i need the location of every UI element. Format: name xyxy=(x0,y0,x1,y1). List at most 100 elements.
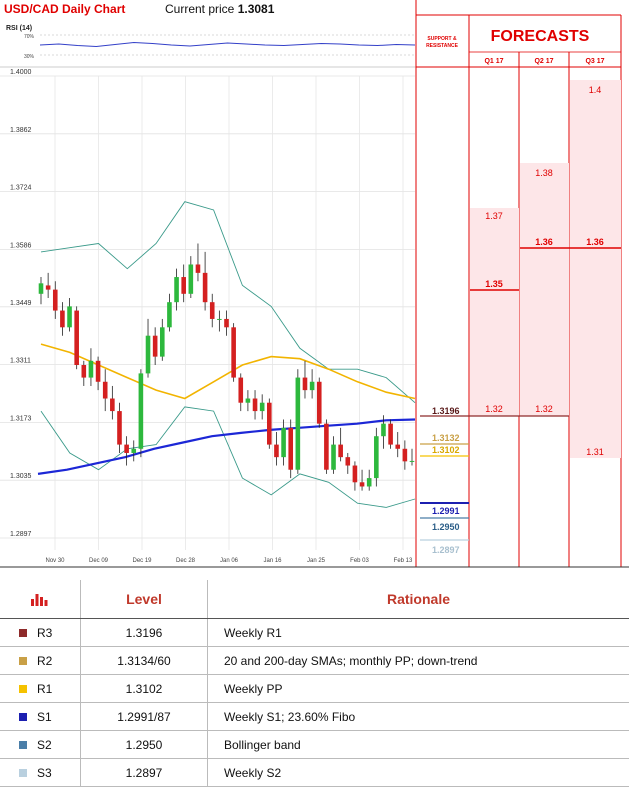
candle-down xyxy=(53,290,58,311)
candle-up xyxy=(89,361,94,378)
level-color-swatch xyxy=(19,741,27,749)
candle-up xyxy=(281,428,286,457)
level-name: R3 xyxy=(37,626,52,640)
candle-down xyxy=(46,285,51,289)
candle-down xyxy=(103,382,108,399)
level-value: 1.3134/60 xyxy=(81,647,208,675)
candle-up xyxy=(381,424,386,437)
candle-up xyxy=(160,327,165,356)
y-tick-label: 1.3724 xyxy=(10,185,32,192)
x-tick-label: Dec 19 xyxy=(132,558,152,564)
table-header-row: Level Rationale xyxy=(0,580,629,619)
sr-r2: 1.3132 xyxy=(432,433,460,443)
candle-up xyxy=(217,319,222,320)
level-value: 1.2897 xyxy=(81,759,208,787)
candle-down xyxy=(117,411,122,445)
level-name-cell: R1 xyxy=(0,675,81,703)
level-rationale: Weekly PP xyxy=(208,675,629,703)
x-tick-label: Jan 06 xyxy=(220,558,239,564)
candle-up xyxy=(410,461,415,462)
level-color-swatch xyxy=(19,713,27,721)
candle-down xyxy=(60,311,65,328)
header-level: Level xyxy=(81,580,208,619)
level-name-cell: S1 xyxy=(0,703,81,731)
candle-up xyxy=(374,436,379,478)
forecast-fill-q3 xyxy=(570,80,621,458)
candle-up xyxy=(139,373,144,448)
y-tick-label: 1.2897 xyxy=(10,531,32,538)
forecast-q2-mid: 1.36 xyxy=(535,237,553,247)
candle-down xyxy=(324,424,329,470)
candle-down xyxy=(338,445,343,458)
candle-up xyxy=(39,283,44,293)
forecasts-header: SUPPORT &RESISTANCE FORECASTS Q1 17 Q2 1… xyxy=(426,28,605,65)
level-name: S1 xyxy=(37,710,52,724)
level-rationale: Weekly S2 xyxy=(208,759,629,787)
forecast-fill-q2 xyxy=(520,163,569,416)
candle-down xyxy=(345,457,350,465)
forecast-q1-mid: 1.35 xyxy=(485,279,503,289)
candle-down xyxy=(388,424,393,445)
level-name: R2 xyxy=(37,654,52,668)
level-rationale: 20 and 200-day SMAs; monthly PP; down-tr… xyxy=(208,647,629,675)
candle-down xyxy=(82,365,87,378)
level-name-cell: S3 xyxy=(0,759,81,787)
forecast-q1-high: 1.37 xyxy=(485,211,503,221)
forecast-col-q3: Q3 17 xyxy=(585,58,604,65)
level-color-swatch xyxy=(19,685,27,693)
y-tick-label: 1.4000 xyxy=(10,69,32,76)
level-rationale: Weekly S1; 23.60% Fibo xyxy=(208,703,629,731)
candle-down xyxy=(181,277,186,294)
y-tick-label: 1.3311 xyxy=(10,358,31,365)
candle-down xyxy=(274,445,279,458)
candle-up xyxy=(174,277,179,302)
candle-up xyxy=(67,306,72,327)
candle-up xyxy=(189,264,194,293)
level-color-swatch xyxy=(19,629,27,637)
candle-up xyxy=(331,445,336,470)
candle-down xyxy=(353,466,358,483)
level-value: 1.3196 xyxy=(81,619,208,647)
sr-s1: 1.2991 xyxy=(432,506,460,516)
y-tick-label: 1.3035 xyxy=(10,473,32,480)
y-tick-label: 1.3586 xyxy=(10,242,32,249)
forecast-col-q1: Q1 17 xyxy=(484,58,503,65)
level-rationale: Weekly R1 xyxy=(208,619,629,647)
forecast-q1-low: 1.32 xyxy=(485,404,503,414)
level-color-swatch xyxy=(19,769,27,777)
forecasts-title: FORECASTS xyxy=(491,28,590,45)
sma200-line xyxy=(38,420,415,474)
sr-r1: 1.3102 xyxy=(432,445,460,455)
forecast-q3-mid: 1.36 xyxy=(586,237,604,247)
sr-r3: 1.3196 xyxy=(432,406,460,416)
level-name: R1 xyxy=(37,682,52,696)
candle-up xyxy=(310,382,315,390)
y-tick-label: 1.3449 xyxy=(10,300,32,307)
candle-down xyxy=(288,428,293,470)
candle-down xyxy=(403,449,408,462)
forecast-q3-low: 1.31 xyxy=(586,447,604,457)
level-color-swatch xyxy=(19,657,27,665)
candle-down xyxy=(360,482,365,486)
x-tick-label: Feb 03 xyxy=(350,558,369,564)
level-name: S3 xyxy=(37,766,52,780)
level-name: S2 xyxy=(37,738,52,752)
x-tick-label: Dec 09 xyxy=(89,558,109,564)
x-tick-label: Nov 30 xyxy=(45,558,65,564)
candle-down xyxy=(124,445,129,453)
sr-s3: 1.2897 xyxy=(432,545,460,555)
sr-levels: 1.3196 1.3132 1.3102 1.2991 1.2950 1.289… xyxy=(420,406,569,555)
x-tick-label: Feb 13 xyxy=(394,558,413,564)
level-name-cell: R2 xyxy=(0,647,81,675)
candle-down xyxy=(253,399,258,412)
level-value: 1.2991/87 xyxy=(81,703,208,731)
rsi-title: RSI (14) xyxy=(6,25,32,32)
candle-down xyxy=(74,311,79,365)
bollinger-lower-line xyxy=(41,407,415,508)
candle-down xyxy=(238,378,243,403)
